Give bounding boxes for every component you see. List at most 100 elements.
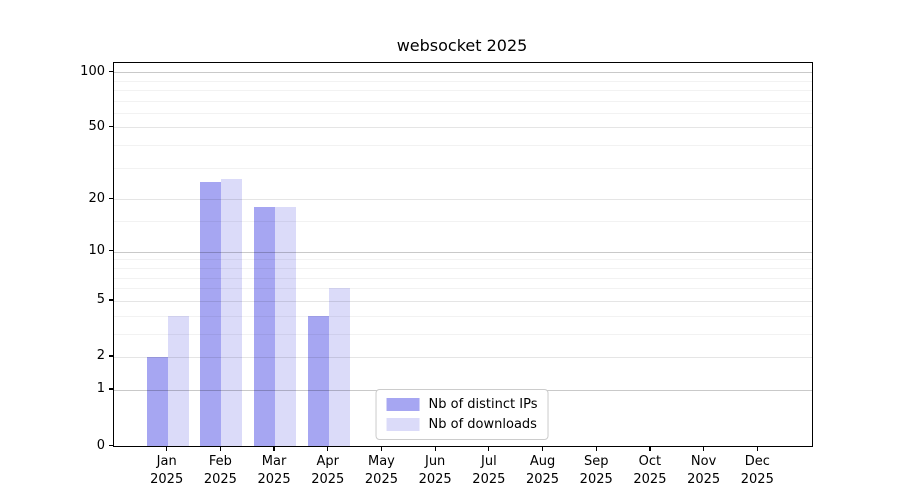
y-tick-mark-20 bbox=[109, 197, 113, 200]
legend-label-downloads: Nb of downloads bbox=[428, 417, 537, 432]
legend-entry-distinct-ips: Nb of distinct IPs bbox=[386, 397, 538, 412]
bar-feb-downloads bbox=[221, 178, 243, 446]
bar-jan-downloads bbox=[167, 315, 189, 446]
x-tick-month: Feb bbox=[208, 454, 232, 469]
x-tick-year: 2025 bbox=[740, 471, 774, 487]
y-tick-label-20: 20 bbox=[88, 190, 105, 206]
x-tick-month: Sep bbox=[583, 454, 609, 469]
x-tick-year: 2025 bbox=[579, 471, 613, 487]
x-tick-label-feb: Feb 2025 bbox=[188, 453, 252, 488]
bar-apr-ips bbox=[307, 315, 329, 446]
x-tick-label-jul: Jul 2025 bbox=[457, 453, 521, 488]
legend: Nb of distinct IPs Nb of downloads bbox=[375, 389, 549, 440]
y-tick-mark-100 bbox=[109, 70, 113, 72]
x-tick-label-apr: Apr 2025 bbox=[296, 453, 360, 488]
gridline-y-5 bbox=[114, 300, 812, 302]
gridline-y-7 bbox=[114, 277, 812, 279]
x-tick-year: 2025 bbox=[203, 471, 237, 487]
legend-swatch-downloads bbox=[386, 418, 420, 431]
x-tick-year: 2025 bbox=[633, 471, 667, 487]
x-tick-month: Jul bbox=[481, 454, 497, 469]
y-tick-mark-0 bbox=[109, 444, 113, 446]
x-tick-year: 2025 bbox=[687, 471, 721, 487]
gridline-y-2 bbox=[114, 356, 812, 358]
x-tick-mark-apr bbox=[327, 446, 329, 451]
x-tick-label-jun: Jun 2025 bbox=[403, 453, 467, 488]
x-tick-mark-jun bbox=[434, 446, 436, 451]
x-tick-label-oct: Oct 2025 bbox=[618, 453, 682, 488]
bar-feb-ips bbox=[200, 182, 222, 446]
gridline-y-20 bbox=[114, 199, 812, 201]
x-tick-mark-oct bbox=[649, 446, 651, 451]
gridline-y-90 bbox=[114, 80, 812, 82]
gridline-y-4 bbox=[114, 315, 812, 317]
gridline-y-30 bbox=[114, 167, 812, 169]
gridline-y-80 bbox=[114, 89, 812, 91]
legend-entry-downloads: Nb of downloads bbox=[386, 417, 538, 432]
x-tick-month: Jun bbox=[424, 454, 446, 469]
x-tick-label-aug: Aug 2025 bbox=[511, 453, 575, 488]
x-tick-year: 2025 bbox=[418, 471, 452, 487]
x-tick-month: Aug bbox=[529, 454, 556, 469]
gridline-y-15 bbox=[114, 221, 812, 223]
x-tick-label-jan: Jan 2025 bbox=[135, 453, 199, 488]
gridline-y-10 bbox=[114, 251, 812, 253]
gridline-y-3 bbox=[114, 333, 812, 335]
bar-mar-ips bbox=[254, 207, 276, 446]
x-tick-mark-jul bbox=[488, 446, 490, 451]
x-tick-month: Oct bbox=[638, 454, 662, 469]
plot-area bbox=[113, 62, 813, 447]
x-tick-year: 2025 bbox=[150, 471, 184, 487]
gridline-y-8 bbox=[114, 267, 812, 269]
x-tick-mark-mar bbox=[273, 446, 275, 451]
x-tick-label-mar: Mar 2025 bbox=[242, 453, 306, 488]
x-tick-mark-aug bbox=[541, 446, 544, 451]
gridline-y-60 bbox=[114, 112, 812, 114]
x-tick-month: Dec bbox=[744, 454, 770, 469]
y-tick-label-100: 100 bbox=[80, 63, 105, 79]
x-tick-mark-nov bbox=[703, 446, 705, 451]
y-tick-label-2: 2 bbox=[96, 348, 105, 364]
gridline-y-100 bbox=[114, 72, 812, 74]
y-tick-mark-10 bbox=[109, 250, 113, 252]
y-tick-label-5: 5 bbox=[96, 292, 105, 308]
bar-jan-ips bbox=[146, 356, 168, 446]
x-tick-mark-may bbox=[380, 446, 383, 451]
bar-apr-downloads bbox=[328, 288, 350, 446]
x-tick-mark-feb bbox=[219, 446, 221, 451]
x-tick-month: Nov bbox=[690, 454, 717, 469]
gridline-y-6 bbox=[114, 288, 812, 290]
x-tick-month: Apr bbox=[316, 454, 340, 469]
x-tick-year: 2025 bbox=[472, 471, 506, 487]
x-tick-label-dec: Dec 2025 bbox=[725, 453, 789, 488]
bar-mar-downloads bbox=[275, 207, 297, 446]
y-tick-label-50: 50 bbox=[88, 118, 105, 134]
gridline-y-9 bbox=[114, 259, 812, 261]
y-tick-label-0: 0 bbox=[96, 437, 105, 453]
x-tick-year: 2025 bbox=[364, 471, 398, 487]
y-tick-label-1: 1 bbox=[96, 381, 105, 397]
x-tick-mark-sep bbox=[595, 446, 597, 451]
x-tick-label-nov: Nov 2025 bbox=[672, 453, 736, 488]
x-tick-month: Mar bbox=[261, 454, 287, 469]
legend-swatch-distinct-ips bbox=[386, 398, 420, 411]
x-tick-mark-jan bbox=[166, 446, 168, 451]
y-tick-mark-50 bbox=[109, 125, 113, 128]
x-tick-year: 2025 bbox=[311, 471, 345, 487]
x-tick-mark-dec bbox=[756, 446, 758, 451]
x-tick-year: 2025 bbox=[257, 471, 291, 487]
y-tick-mark-2 bbox=[109, 355, 113, 357]
legend-label-distinct-ips: Nb of distinct IPs bbox=[428, 397, 538, 412]
gridline-y-40 bbox=[114, 145, 812, 147]
gridline-y-50 bbox=[114, 127, 812, 129]
y-tick-mark-1 bbox=[109, 388, 113, 390]
x-tick-month: May bbox=[368, 454, 395, 469]
chart-title: websocket 2025 bbox=[396, 36, 528, 55]
x-tick-label-sep: Sep 2025 bbox=[564, 453, 628, 488]
x-tick-month: Jan bbox=[156, 454, 177, 469]
gridline-y-70 bbox=[114, 100, 812, 102]
x-tick-year: 2025 bbox=[525, 471, 560, 487]
y-tick-mark-5 bbox=[109, 299, 113, 301]
x-tick-label-may: May 2025 bbox=[349, 453, 413, 488]
